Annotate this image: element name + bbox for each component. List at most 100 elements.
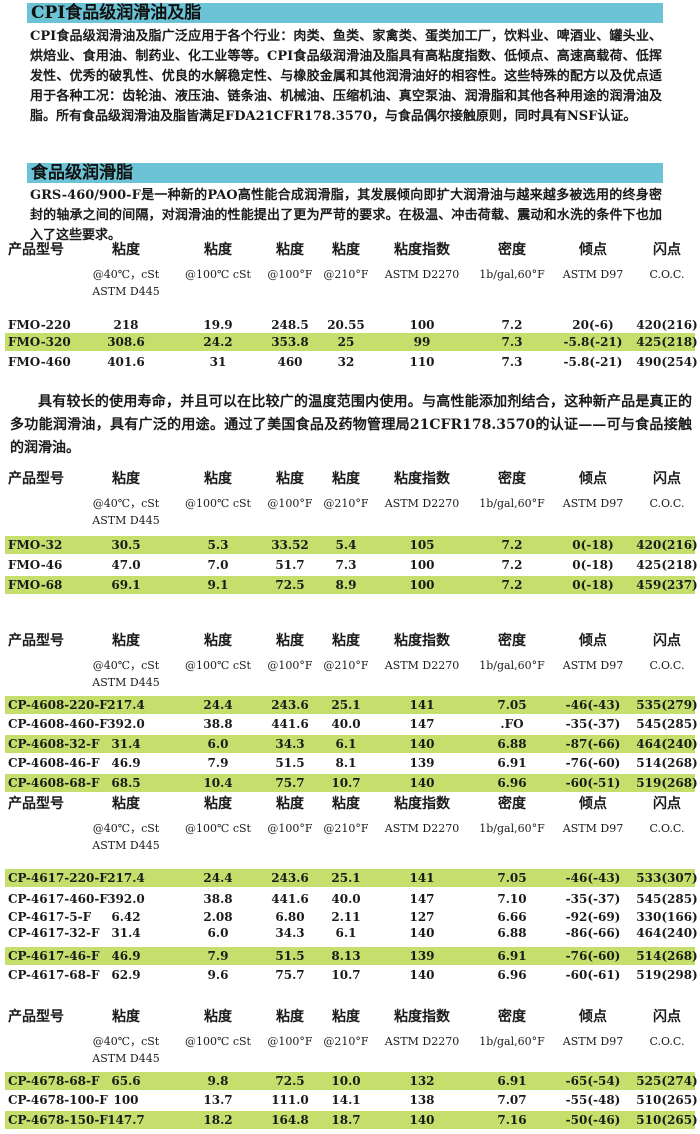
table-cell-pour-point: -76(-60): [565, 756, 621, 770]
section-title-bar: CPI食品级润滑油及脂: [27, 3, 663, 23]
row-highlight: [5, 869, 695, 887]
table-cell-viscosity-210f: 40.0: [331, 717, 361, 731]
table-cell-viscosity-index: 140: [409, 1113, 435, 1127]
table-cell-viscosity-100f: 111.0: [271, 1093, 309, 1107]
row-highlight: [5, 774, 695, 792]
table-cell-viscosity-index: 99: [413, 335, 431, 349]
table-cell-pour-point: -60(-61): [565, 968, 621, 982]
header-viscosity-100f: @100°F: [267, 659, 313, 672]
table-cell-viscosity-100c: 24.4: [203, 698, 233, 712]
header-viscosity-100f: @100°F: [267, 268, 313, 281]
table-cell-flash-point: 425(218): [636, 335, 698, 349]
header-viscosity-210f: 粘度: [332, 242, 360, 258]
header-viscosity-40c: @40℃，cSt: [92, 822, 160, 835]
table-cell-density: .FO: [500, 717, 524, 731]
header-flash-point: 闪点: [653, 633, 681, 649]
table-cell-density: 6.91: [497, 756, 527, 770]
header-density: 密度: [498, 1009, 526, 1025]
header-product-model: 产品型号: [8, 796, 64, 812]
table-cell-viscosity-40c: 217.4: [107, 698, 145, 712]
table-cell-viscosity-index: 147: [409, 892, 435, 906]
table-cell-pour-point: 20(-6): [572, 318, 614, 332]
table-cell-viscosity-100c: 5.3: [207, 538, 229, 552]
table-cell-viscosity-index: 100: [409, 578, 435, 592]
table-cell-viscosity-index: 139: [409, 949, 435, 963]
header-pour-point: 倾点: [579, 1009, 607, 1025]
table-cell-viscosity-210f: 10.7: [331, 776, 361, 790]
table-cell-viscosity-40c: 308.6: [107, 335, 145, 349]
header-pour-point: 倾点: [579, 242, 607, 258]
table-cell-viscosity-100c: 9.1: [207, 578, 229, 592]
header-viscosity-index: 粘度指数: [394, 471, 450, 487]
product-model-cell: CP-4678-150-F: [8, 1113, 108, 1127]
table-cell-viscosity-210f: 10.7: [331, 968, 361, 982]
header-viscosity-100f: 粘度: [276, 242, 304, 258]
header-flash-point: C.O.C.: [649, 659, 685, 672]
header-viscosity-index: ASTM D2270: [384, 822, 460, 835]
row-highlight: [5, 735, 695, 753]
table-cell-viscosity-100c: 38.8: [203, 717, 233, 731]
table-cell-viscosity-40c: 31.4: [111, 737, 141, 751]
table-cell-viscosity-100f: 248.5: [271, 318, 309, 332]
header-viscosity-100f: @100°F: [267, 1035, 313, 1048]
header-viscosity-210f: @210°F: [323, 497, 369, 510]
table-cell-viscosity-100c: 2.08: [203, 910, 233, 924]
header-viscosity-40c: ASTM D445: [92, 676, 160, 689]
header-viscosity-100f: @100°F: [267, 822, 313, 835]
row-highlight: [5, 1072, 695, 1090]
table-cell-viscosity-100c: 31: [209, 355, 227, 369]
header-viscosity-40c: 粘度: [112, 242, 140, 258]
table-cell-viscosity-210f: 32: [337, 355, 355, 369]
row-highlight: [5, 696, 695, 714]
table-cell-viscosity-210f: 8.9: [335, 578, 357, 592]
table-cell-viscosity-index: 110: [409, 355, 435, 369]
product-model-cell: CP-4608-32-F: [8, 737, 100, 751]
header-viscosity-40c: @40℃，cSt: [92, 1035, 160, 1048]
header-viscosity-40c: 粘度: [112, 1009, 140, 1025]
header-viscosity-40c: @40℃，cSt: [92, 497, 160, 510]
table-cell-flash-point: 510(265): [636, 1093, 698, 1107]
table-cell-density: 6.96: [497, 968, 527, 982]
table-cell-viscosity-100c: 38.8: [203, 892, 233, 906]
table-cell-pour-point: 0(-18): [572, 558, 614, 572]
header-viscosity-index: ASTM D2270: [384, 659, 460, 672]
table-cell-flash-point: 545(285): [636, 717, 698, 731]
header-density: 1b/gal,60°F: [479, 497, 545, 510]
header-flash-point: 闪点: [653, 471, 681, 487]
header-viscosity-100f: 粘度: [276, 796, 304, 812]
table-cell-flash-point: 535(279): [636, 698, 698, 712]
header-viscosity-index: 粘度指数: [394, 796, 450, 812]
table-cell-pour-point: -46(-43): [565, 871, 621, 885]
table-cell-pour-point: -50(-46): [565, 1113, 621, 1127]
table-cell-viscosity-210f: 25.1: [331, 698, 361, 712]
product-model-cell: CP-4678-100-F: [8, 1093, 108, 1107]
table-cell-pour-point: -60(-51): [565, 776, 621, 790]
header-viscosity-210f: @210°F: [323, 659, 369, 672]
table-cell-pour-point: 0(-18): [572, 538, 614, 552]
table-cell-flash-point: 490(254): [636, 355, 698, 369]
header-product-model: 产品型号: [8, 242, 64, 258]
product-model-cell: CP-4617-220-F: [8, 871, 108, 885]
table-cell-density: 6.88: [497, 926, 527, 940]
table-cell-density: 7.05: [497, 698, 527, 712]
table-cell-viscosity-40c: 100: [113, 1093, 139, 1107]
header-viscosity-40c: ASTM D445: [92, 285, 160, 298]
header-product-model: 产品型号: [8, 633, 64, 649]
table-cell-density: 7.05: [497, 871, 527, 885]
table-cell-viscosity-100c: 7.9: [207, 756, 229, 770]
table-cell-viscosity-index: 140: [409, 737, 435, 751]
header-pour-point: 倾点: [579, 633, 607, 649]
table-cell-viscosity-100f: 460: [277, 355, 303, 369]
header-viscosity-40c: ASTM D445: [92, 839, 160, 852]
header-viscosity-100f: 粘度: [276, 633, 304, 649]
header-flash-point: 闪点: [653, 1009, 681, 1025]
table-cell-flash-point: 510(265): [636, 1113, 698, 1127]
header-viscosity-100f: 粘度: [276, 1009, 304, 1025]
table-cell-viscosity-100c: 6.0: [207, 926, 229, 940]
table-cell-viscosity-40c: 401.6: [107, 355, 145, 369]
table-cell-viscosity-100f: 441.6: [271, 892, 309, 906]
row-highlight: [5, 1111, 695, 1129]
intro-paragraph: CPI食品级润滑油及脂广泛应用于各个行业：肉类、鱼类、家禽类、蛋类加工厂，饮料业…: [30, 29, 662, 124]
header-density: 密度: [498, 471, 526, 487]
header-flash-point: 闪点: [653, 796, 681, 812]
